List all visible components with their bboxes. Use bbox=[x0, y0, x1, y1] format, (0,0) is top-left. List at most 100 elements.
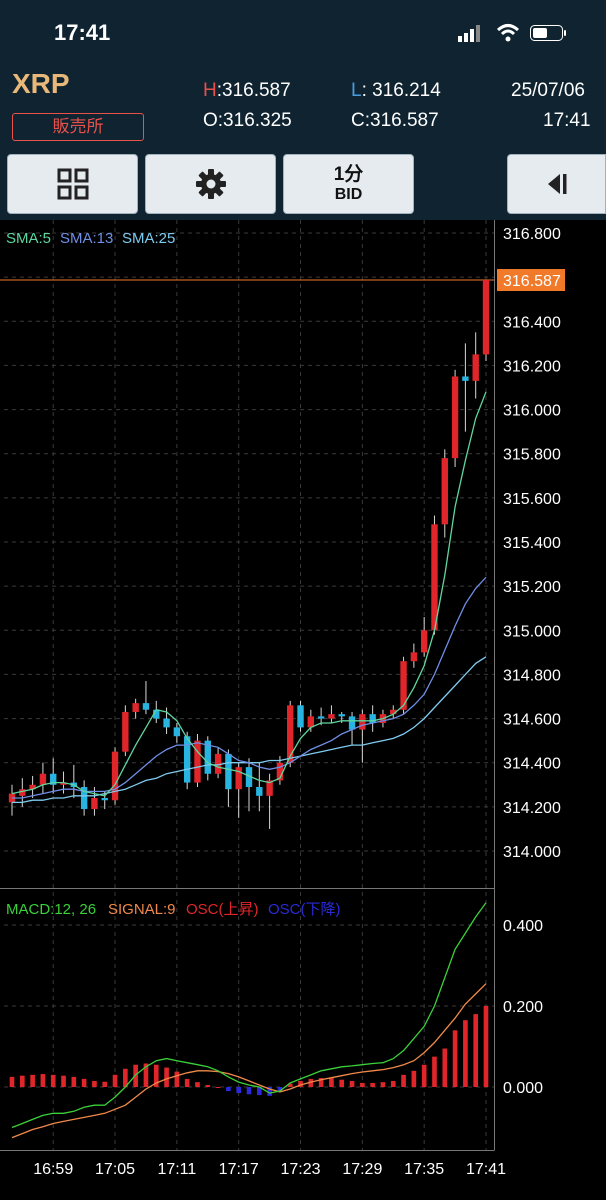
candle bbox=[214, 747, 222, 779]
candle-body bbox=[29, 784, 36, 790]
candle bbox=[317, 707, 325, 726]
last-price-label: 316.587 bbox=[503, 273, 561, 290]
osc-bar bbox=[215, 1087, 221, 1088]
candle bbox=[101, 791, 108, 810]
candle-body bbox=[348, 716, 356, 730]
candle-body bbox=[451, 376, 459, 459]
candle-body bbox=[400, 661, 407, 710]
osc-bar bbox=[246, 1087, 252, 1095]
chart-area[interactable]: 316.587 316.800 316.400 316.200 316.000 315.8… bbox=[0, 220, 606, 1200]
candle-body bbox=[19, 789, 26, 796]
osc-bar bbox=[92, 1080, 97, 1087]
osc-bar bbox=[153, 1064, 159, 1087]
price-tick-label: 314.600 bbox=[503, 712, 561, 729]
time-tick-label: 17:35 bbox=[404, 1161, 444, 1178]
osc-bar bbox=[483, 1006, 489, 1087]
candle-body bbox=[359, 714, 366, 730]
candle bbox=[8, 784, 16, 816]
status-time: 17:41 bbox=[54, 20, 111, 45]
candle-body bbox=[441, 458, 448, 525]
osc-bar bbox=[256, 1087, 262, 1096]
candle bbox=[111, 747, 119, 805]
candle bbox=[173, 722, 181, 743]
osc-bar bbox=[360, 1082, 365, 1087]
interval-label: 1分 bbox=[333, 164, 364, 185]
candle bbox=[194, 734, 201, 787]
signal-icon bbox=[458, 25, 480, 42]
price-tick-label: 316.200 bbox=[503, 358, 561, 375]
candle bbox=[132, 698, 139, 719]
candle bbox=[328, 705, 335, 723]
candle-body bbox=[91, 798, 98, 810]
candle-body bbox=[214, 753, 222, 774]
osc-bar bbox=[143, 1063, 149, 1087]
candle-body bbox=[111, 751, 119, 801]
osc-bar bbox=[411, 1070, 417, 1087]
candle-body bbox=[472, 354, 479, 381]
candle-body bbox=[132, 703, 139, 712]
price-tick-label: 315.200 bbox=[503, 579, 561, 596]
macd-legend: MACD:12, 26 bbox=[6, 901, 96, 918]
candle-body bbox=[39, 773, 47, 785]
candle bbox=[297, 700, 304, 732]
layout-button[interactable] bbox=[7, 154, 138, 214]
candle bbox=[431, 515, 438, 635]
candle-body bbox=[328, 714, 335, 719]
candle-body bbox=[204, 740, 211, 774]
sma-legend-1: SMA:13 bbox=[60, 230, 113, 247]
collapse-panel-button[interactable] bbox=[507, 154, 606, 214]
high-price: H:316.587 bbox=[203, 80, 291, 101]
candle bbox=[80, 780, 88, 816]
candle-body bbox=[256, 786, 263, 796]
price-tick-label: 314.800 bbox=[503, 667, 561, 684]
osc-bar bbox=[71, 1076, 77, 1087]
candle-body bbox=[50, 773, 57, 785]
osc-bar bbox=[473, 1014, 479, 1087]
sma13-line bbox=[12, 576, 487, 799]
candle-body bbox=[420, 630, 428, 653]
osc-bar bbox=[463, 1020, 468, 1087]
candle bbox=[307, 709, 315, 732]
low-price: L: 316.214 bbox=[351, 80, 441, 101]
sma-legend-2: SMA:25 bbox=[122, 230, 175, 247]
candle-body bbox=[225, 753, 232, 790]
interval-button[interactable]: 1分 BID bbox=[283, 154, 414, 214]
candle-body bbox=[80, 786, 88, 810]
venue-badge[interactable]: 販売所 bbox=[12, 113, 144, 141]
candle bbox=[359, 709, 366, 763]
signal-line bbox=[11, 983, 487, 1139]
candle bbox=[142, 681, 150, 715]
candle-body bbox=[235, 767, 242, 790]
ticker-header: XRP 販売所 H:316.587 L: 316.214 25/07/06 O:… bbox=[0, 62, 606, 148]
osc-bar bbox=[298, 1080, 303, 1087]
candle-body bbox=[431, 524, 438, 631]
status-bar: 17:41 bbox=[0, 0, 606, 62]
candle-body bbox=[338, 714, 345, 717]
osc-bar bbox=[112, 1074, 118, 1087]
grid-icon bbox=[57, 168, 88, 200]
candle bbox=[122, 705, 129, 757]
time-tick-label: 17:41 bbox=[466, 1161, 506, 1178]
candle bbox=[462, 343, 469, 432]
settings-button[interactable] bbox=[145, 154, 276, 214]
candle bbox=[410, 643, 418, 668]
candle-body bbox=[173, 727, 181, 737]
price-tick-label: 314.200 bbox=[503, 800, 561, 817]
price-type-label: BID bbox=[334, 186, 363, 203]
osc-bar bbox=[390, 1080, 396, 1087]
price-tick-label: 315.600 bbox=[503, 491, 561, 508]
osc-bar bbox=[174, 1071, 180, 1087]
osc-bar bbox=[442, 1048, 448, 1087]
chart-canvas[interactable]: 316.587 316.800 316.400 316.200 316.000 315.8… bbox=[0, 220, 606, 1200]
osc-bar bbox=[236, 1087, 242, 1094]
osc-bar bbox=[61, 1075, 66, 1087]
osc-bar bbox=[40, 1074, 46, 1087]
osc-bar bbox=[184, 1078, 190, 1087]
candle-body bbox=[317, 716, 325, 719]
osc-bar bbox=[339, 1079, 345, 1087]
collapse-panel-icon bbox=[547, 174, 566, 194]
candle bbox=[390, 705, 397, 719]
osc-bar bbox=[452, 1030, 458, 1087]
macd-tick-label: 0.200 bbox=[503, 999, 543, 1016]
symbol-name: XRP bbox=[12, 68, 70, 99]
